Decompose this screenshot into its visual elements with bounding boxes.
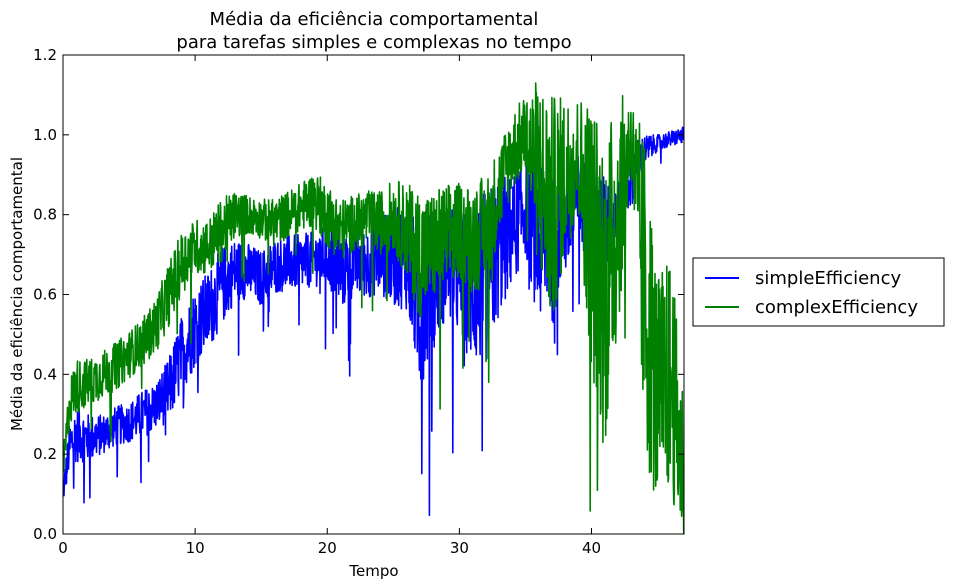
y-tick-label: 0.2 xyxy=(33,445,57,463)
chart-title-line1: Média da eficiência comportamental xyxy=(210,9,539,30)
y-tick-label: 0.8 xyxy=(33,206,57,224)
x-tick-label: 10 xyxy=(186,539,205,557)
series-line-complexEfficiency xyxy=(63,82,684,534)
y-tick-label: 0.4 xyxy=(33,365,57,383)
x-tick-label: 30 xyxy=(450,539,469,557)
legend-label: complexEfficiency xyxy=(755,297,918,318)
y-tick-label: 0.0 xyxy=(33,525,57,543)
y-tick-label: 1.2 xyxy=(33,46,57,64)
axes: 0 10 20 30 40 0.0 0.2 0.4 0.6 0.8 1.0 1.2 xyxy=(33,46,685,557)
y-tick-label: 1.0 xyxy=(33,126,57,144)
x-tick-label: 0 xyxy=(58,539,68,557)
plot-area xyxy=(63,82,684,534)
x-tick-label: 40 xyxy=(582,539,601,557)
chart-title-line2: para tarefas simples e complexas no temp… xyxy=(176,32,571,53)
legend-label: simpleEfficiency xyxy=(755,268,901,289)
legend-box xyxy=(692,257,945,327)
x-axis-label: Tempo xyxy=(348,562,398,580)
y-axis-label: Média da eficiência comportamental xyxy=(8,157,26,431)
x-tick-label: 20 xyxy=(318,539,337,557)
legend: simpleEfficiency complexEfficiency xyxy=(692,257,945,327)
y-tick-label: 0.6 xyxy=(33,286,57,304)
